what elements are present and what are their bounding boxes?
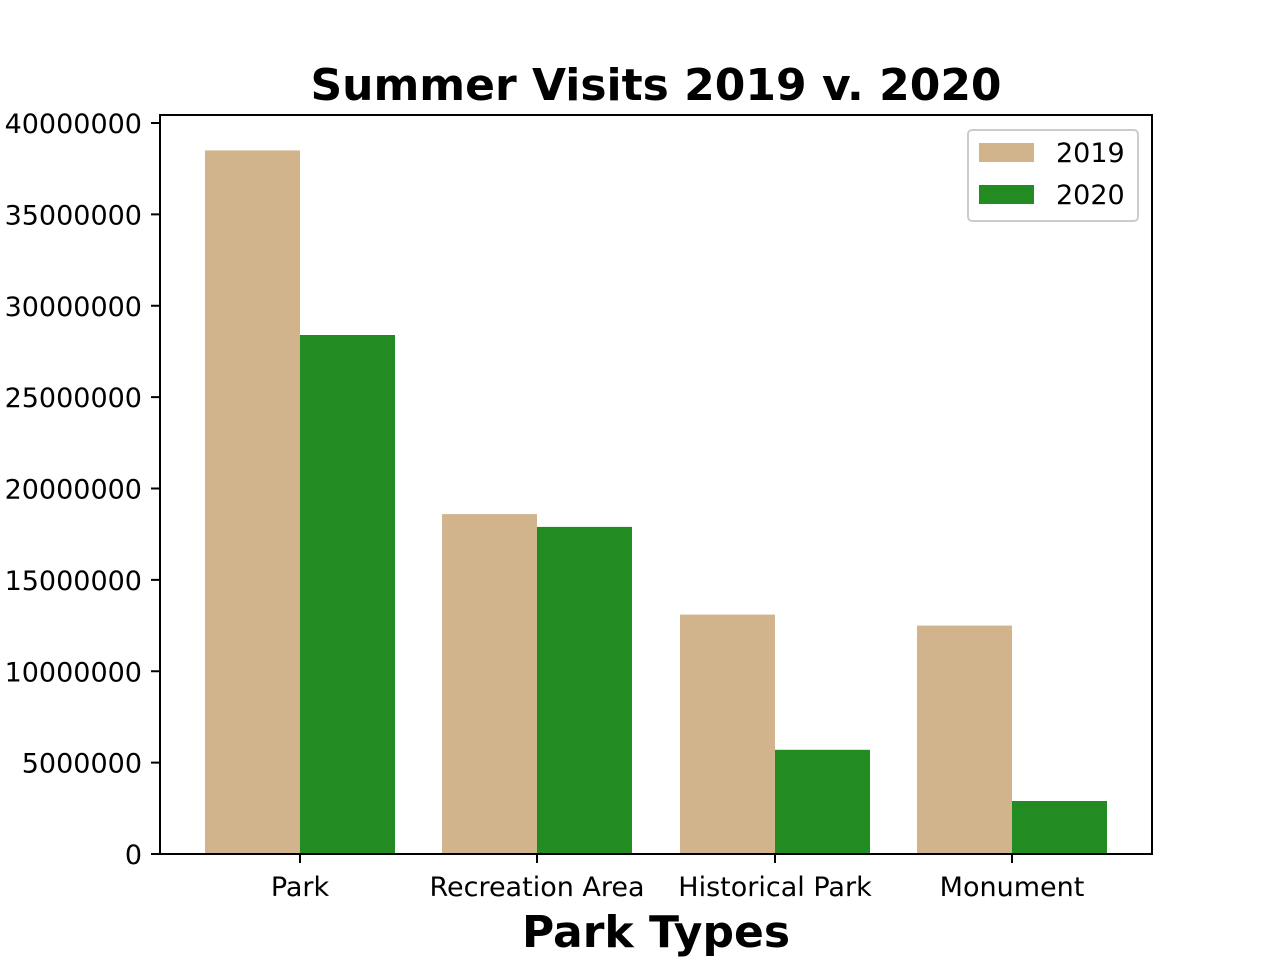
legend-label-2020: 2020	[1056, 180, 1125, 211]
y-tick-label: 30000000	[5, 292, 142, 323]
bar-2019-park	[205, 150, 300, 854]
x-tick-label: Historical Park	[678, 872, 872, 903]
bar-2019-historical-park	[680, 614, 775, 854]
y-tick-label: 0	[125, 840, 142, 871]
y-axis: 0 5000000 10000000 15000000 20000000 25000000…	[5, 109, 160, 871]
legend-items: 2019 2020	[979, 138, 1125, 211]
x-tick-label: Recreation Area	[429, 872, 644, 903]
legend-label-2019: 2019	[1056, 138, 1125, 169]
bars-layer	[205, 150, 1107, 854]
bar-2019-recreation-area	[442, 514, 537, 854]
y-tick-label: 35000000	[5, 200, 142, 231]
y-tick-label: 40000000	[5, 109, 142, 140]
y-tick-label: 5000000	[22, 749, 142, 780]
bar-2020-recreation-area	[537, 526, 632, 854]
legend-swatch-2019	[979, 143, 1034, 162]
bar-2020-park	[300, 335, 395, 854]
chart-title: Summer Visits 2019 v. 2020	[310, 60, 1001, 111]
y-tick-label: 25000000	[5, 383, 142, 414]
legend-swatch-2020	[979, 185, 1034, 204]
bar-2020-monument	[1012, 801, 1107, 854]
x-axis: Park Recreation Area Historical Park Monume…	[271, 854, 1085, 903]
y-tick-label: 15000000	[5, 566, 142, 597]
legend: 2019 2020	[967, 129, 1139, 222]
y-tick-label: 10000000	[5, 657, 142, 688]
bar-2019-monument	[917, 625, 1012, 854]
y-tick-label: 20000000	[5, 475, 142, 506]
x-tick-label: Park	[271, 872, 330, 903]
plot-frame	[159, 114, 1153, 855]
x-axis-label: Park Types	[522, 907, 790, 958]
bar-2020-historical-park	[775, 749, 870, 854]
x-tick-label: Monument	[940, 872, 1085, 903]
